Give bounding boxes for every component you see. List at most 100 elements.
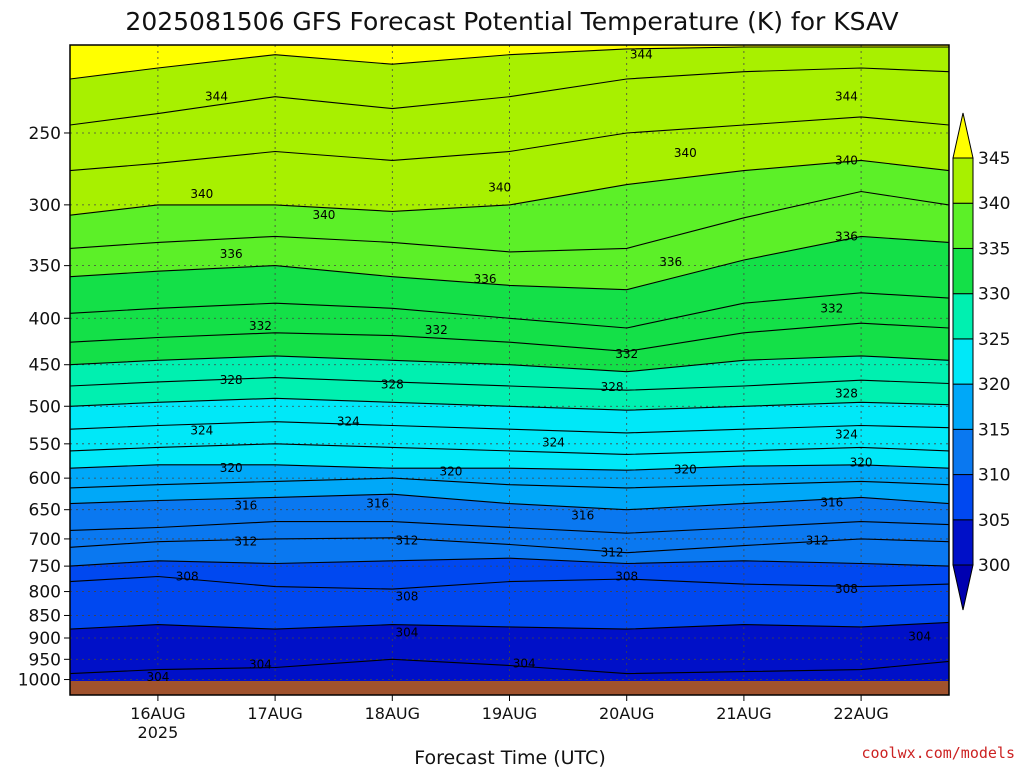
y-tick-label: 400: [29, 309, 61, 329]
contour-label: 304: [395, 626, 418, 640]
contour-line-328: [70, 377, 949, 391]
colorbar-swatch: [952, 202, 974, 249]
contour-label: 312: [395, 534, 418, 548]
contour-label: 316: [234, 498, 257, 512]
x-tick-sublabel: 2025: [138, 723, 179, 742]
surface-strip: [70, 681, 949, 695]
contour-label: 328: [601, 380, 624, 394]
contour-label: 328: [220, 373, 243, 387]
x-tick-label: 20AUG: [599, 704, 654, 723]
contour-label: 308: [176, 569, 199, 583]
contour-line-338: [70, 190, 949, 253]
contour-label: 340: [835, 153, 858, 167]
contour-line-326: [70, 397, 949, 411]
contour-label: 320: [220, 461, 243, 475]
contour-label: 308: [615, 569, 638, 583]
x-tick-label: 21AUG: [716, 704, 771, 723]
contour-label: 324: [190, 424, 213, 438]
colorbar-swatch: [952, 474, 974, 521]
y-tick-label: 550: [29, 435, 61, 455]
x-tick-label: 18AUG: [365, 704, 420, 723]
contour-label: 332: [249, 319, 272, 333]
contour-label: 304: [908, 630, 931, 644]
colorbar-swatch: [952, 428, 974, 476]
color-fill-layer: [70, 45, 949, 695]
colorbar-swatch: [952, 519, 974, 566]
contour-label-layer: 344 344 344 340 340 340 340 340 336 336 336 336 332 3…: [146, 48, 931, 684]
contour-label: 324: [542, 435, 565, 449]
colorbar-label: 335: [978, 239, 1010, 259]
colorbar-swatch: [952, 383, 974, 430]
credit-text: coolwx.com/models: [861, 744, 1015, 762]
contour-line-334: [70, 292, 949, 329]
y-axis-ticks: 250 300 350 400 450 500 550 600 650 700 750 800 850 9…: [18, 124, 70, 691]
contour-line-330: [70, 355, 949, 373]
y-tick-label: 650: [29, 501, 61, 521]
contour-label: 312: [234, 535, 257, 549]
contour-line-336: [70, 235, 949, 291]
colorbar-over-arrow: [952, 112, 974, 159]
y-tick-label: 750: [29, 557, 61, 577]
y-tick-label: 350: [29, 257, 61, 277]
contour-label: 320: [439, 465, 462, 479]
contour-label: 340: [190, 187, 213, 201]
colorbar-swatch: [952, 247, 974, 295]
contour-label: 332: [820, 301, 843, 315]
contour-label: 340: [674, 146, 697, 160]
contour-label: 304: [513, 656, 536, 670]
colorbar-label: 330: [978, 285, 1010, 305]
contour-line-340: [70, 159, 949, 216]
band-fill-344: [70, 45, 949, 125]
contour-label: 328: [381, 377, 404, 391]
y-tick-label: 950: [29, 650, 61, 670]
y-tick-label: 850: [29, 606, 61, 626]
contour-line-332: [70, 322, 949, 352]
contour-line-344: [70, 67, 949, 126]
contour-line-312: [70, 537, 949, 554]
contour-label: 336: [835, 229, 858, 243]
contour-label: 324: [337, 415, 360, 429]
contour-label: 312: [601, 546, 624, 560]
contour-layer: [70, 46, 949, 688]
colorbar-label: 325: [978, 330, 1010, 350]
contour-label: 316: [571, 509, 594, 523]
contour-label: 320: [674, 463, 697, 477]
y-tick-label: 700: [29, 530, 61, 550]
x-tick-label: 19AUG: [482, 704, 537, 723]
contour-line-304: [70, 658, 949, 675]
contour-label: 328: [835, 386, 858, 400]
contour-line-346: [70, 46, 949, 80]
contour-label: 304: [249, 658, 272, 672]
contour-label: 308: [395, 589, 418, 603]
colorbar-label: 305: [978, 511, 1010, 531]
band-fill-346: [70, 45, 949, 79]
colorbar-label: 300: [978, 556, 1010, 576]
contour-label: 336: [474, 272, 497, 286]
contour-line-316: [70, 493, 949, 511]
chart-title: 2025081506 GFS Forecast Potential Temper…: [125, 7, 898, 36]
contour-line-322: [70, 443, 949, 455]
contour-line-308: [70, 575, 949, 590]
contour-label: 308: [835, 582, 858, 596]
y-tick-label: 500: [29, 397, 61, 417]
x-tick-label: 22AUG: [833, 704, 888, 723]
contour-label: 320: [850, 456, 873, 470]
y-tick-label: 900: [29, 629, 61, 649]
x-tick-label: 16AUG: [130, 704, 185, 723]
contour-line-310: [70, 557, 949, 567]
contour-line-318: [70, 477, 949, 489]
colorbar-swatch: [952, 338, 974, 385]
y-tick-label: 450: [29, 356, 61, 376]
contour-label: 304: [146, 670, 169, 684]
contour-label: 340: [312, 208, 335, 222]
contour-label: 344: [205, 90, 228, 104]
colorbar: 300 305 310 315 320 325 330 335 340 345: [952, 112, 1010, 611]
x-tick-label: 17AUG: [247, 704, 302, 723]
x-axis-label: Forecast Time (UTC): [414, 747, 605, 768]
y-tick-label: 300: [29, 196, 61, 216]
contour-label: 340: [488, 180, 511, 194]
contour-label: 316: [366, 497, 389, 511]
y-tick-label: 800: [29, 583, 61, 603]
